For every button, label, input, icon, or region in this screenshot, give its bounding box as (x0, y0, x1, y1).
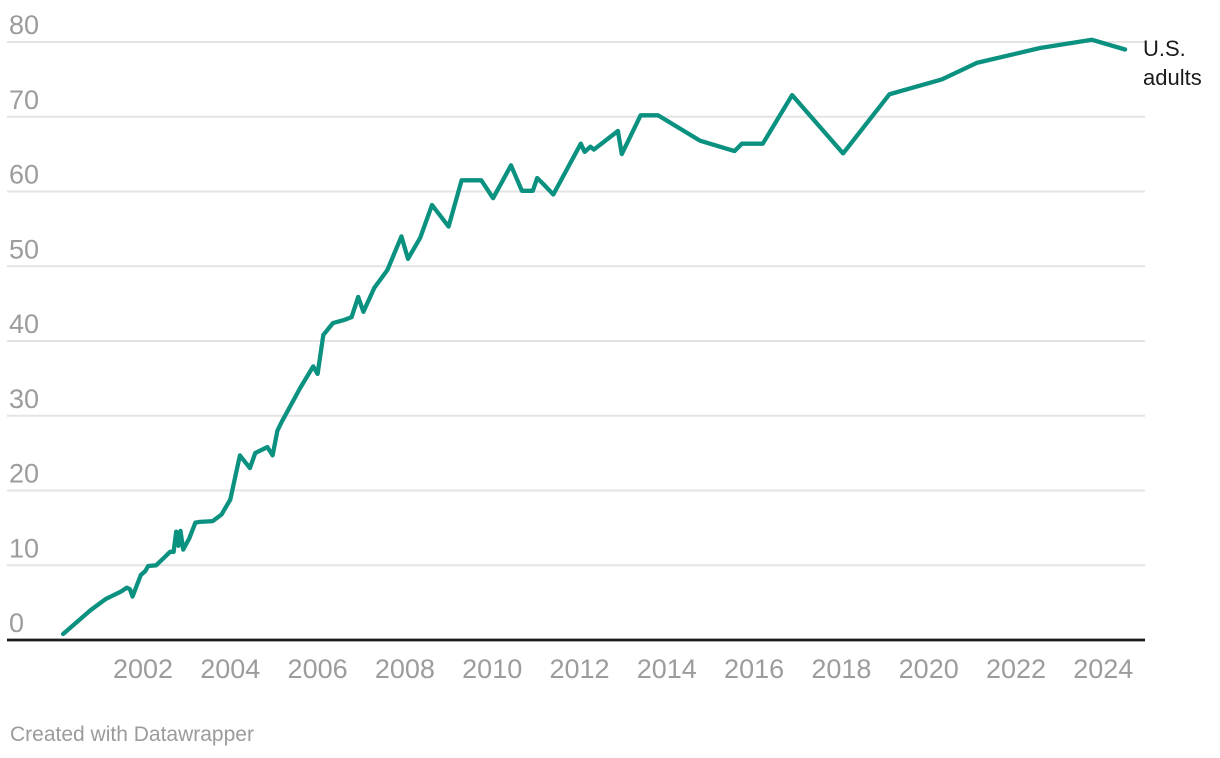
x-tick-label: 2014 (637, 654, 697, 684)
x-tick-label: 2002 (113, 654, 173, 684)
x-tick-label: 2012 (549, 654, 609, 684)
x-tick-label: 2010 (462, 654, 522, 684)
x-tick-label: 2008 (375, 654, 435, 684)
x-tick-label: 2018 (811, 654, 871, 684)
datawrapper-attribution[interactable]: Created with Datawrapper (10, 723, 254, 746)
x-tick-label: 2022 (986, 654, 1046, 684)
y-tick-label: 30 (9, 384, 39, 414)
series-line (60, 37, 1128, 637)
y-tick-label: 0 (9, 608, 24, 638)
x-tick-label: 2006 (288, 654, 348, 684)
x-tick-label: 2004 (200, 654, 260, 684)
y-tick-label: 50 (9, 234, 39, 264)
x-tick-label: 2016 (724, 654, 784, 684)
series-end-label: U.S. adults (1143, 36, 1202, 91)
x-tick-label: 2020 (899, 654, 959, 684)
y-tick-label: 60 (9, 160, 39, 190)
y-tick-label: 80 (9, 10, 39, 40)
x-tick-label: 2024 (1073, 654, 1133, 684)
y-tick-label: 20 (9, 459, 39, 489)
y-tick-label: 40 (9, 309, 39, 339)
y-tick-label: 10 (9, 533, 39, 563)
y-tick-label: 70 (9, 85, 39, 115)
